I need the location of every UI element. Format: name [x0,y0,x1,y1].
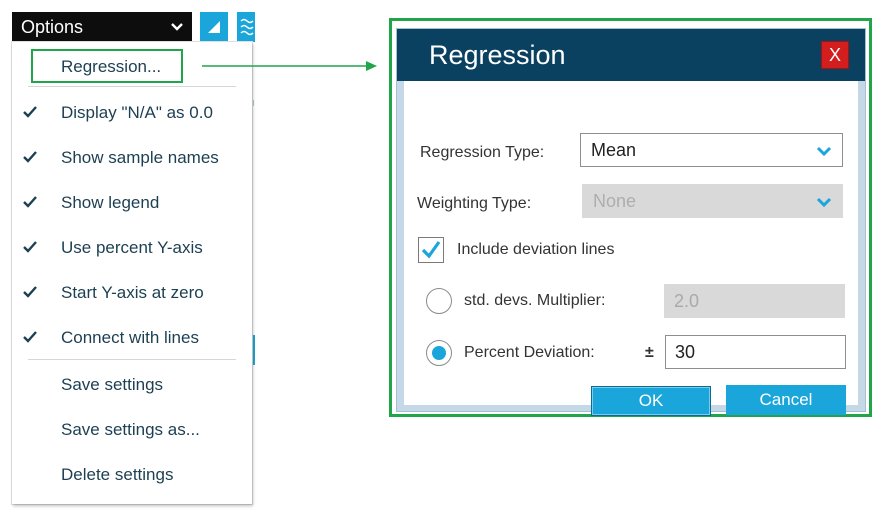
menu-item-label: Save settings as... [61,420,200,439]
menu-item-show-sample-names[interactable]: Show sample names [12,141,252,175]
weighting-type-select[interactable]: None [582,184,843,218]
cancel-button-label: Cancel [759,390,813,409]
percent-deviation-input[interactable] [665,335,846,369]
chart-options-button[interactable] [237,12,255,42]
arrow-right-icon [202,61,377,71]
std-devs-radio[interactable] [426,288,452,314]
options-menu: Regression... Display "N/A" as 0.0 Show … [12,42,252,504]
menu-item-use-percent-y-axis[interactable]: Use percent Y-axis [12,231,252,265]
weighting-type-value: None [593,190,637,211]
close-button[interactable]: X [821,41,849,69]
regression-type-select[interactable]: Mean [580,133,843,167]
checkmark-icon [23,196,37,208]
menu-item-save-settings[interactable]: Save settings [12,368,252,402]
radio-selected-dot [432,346,446,360]
menu-item-display-na[interactable]: Display "N/A" as 0.0 [12,96,252,130]
checkmark-icon [23,286,37,298]
background-chart-fragment [252,100,254,106]
checkmark-icon [23,241,37,253]
regression-dialog: Regression X Regression Type: Mean Weigh… [396,28,866,416]
menu-item-start-y-axis-at-zero[interactable]: Start Y-axis at zero [12,276,252,310]
menu-item-regression[interactable]: Regression... [12,50,252,84]
menu-item-label: Save settings [61,375,164,394]
menu-item-label: Use percent Y-axis [61,238,203,257]
menu-item-show-legend[interactable]: Show legend [12,186,252,220]
wave-lines-icon [240,18,254,36]
close-icon: X [828,44,841,65]
menu-item-label: Connect with lines [61,328,199,347]
checkmark-icon [421,241,441,259]
checkmark-icon [23,106,37,118]
checkmark-icon [23,151,37,163]
include-deviation-lines-checkbox[interactable] [418,237,444,263]
include-deviation-lines-label: Include deviation lines [457,241,615,258]
checkmark-icon [23,331,37,343]
ok-button[interactable]: OK [591,386,711,416]
cancel-button[interactable]: Cancel [726,385,846,415]
std-devs-input[interactable] [664,284,845,318]
ok-button-label: OK [638,391,664,410]
regression-highlight-box [31,49,183,83]
dialog-title-bar: Regression X [397,29,865,81]
background-chart-fragment [252,335,255,365]
menu-item-label: Delete settings [61,465,174,484]
menu-item-label: Regression... [61,57,162,76]
menu-item-label: Start Y-axis at zero [61,283,204,302]
dialog-body: Regression Type: Mean Weighting Type: No… [404,81,858,416]
menu-item-label: Display "N/A" as 0.0 [61,103,213,122]
menu-divider [28,359,236,360]
regression-type-label: Regression Type: [420,144,545,161]
menu-item-save-settings-as[interactable]: Save settings as... [12,413,252,447]
percent-deviation-radio[interactable] [426,340,452,366]
percent-deviation-label: Percent Deviation: [464,344,595,361]
plus-minus-sign: ± [645,344,654,361]
dialog-title: Regression [429,40,566,70]
chevron-down-icon [816,197,832,208]
menu-divider [28,86,236,87]
menu-item-label: Show sample names [61,148,219,167]
weighting-type-label: Weighting Type: [417,195,532,212]
std-devs-label: std. devs. Multiplier: [464,292,606,309]
chevron-down-icon [171,23,183,31]
options-dropdown-button[interactable]: Options [12,12,192,42]
chart-corner-icon [208,21,220,33]
menu-item-label: Show legend [61,193,160,212]
regression-type-value: Mean [591,139,637,160]
options-button-label: Options [21,16,84,37]
chevron-down-icon [816,146,832,157]
chart-type-button[interactable] [200,12,228,42]
menu-item-connect-with-lines[interactable]: Connect with lines [12,321,252,355]
menu-item-delete-settings[interactable]: Delete settings [12,458,252,492]
